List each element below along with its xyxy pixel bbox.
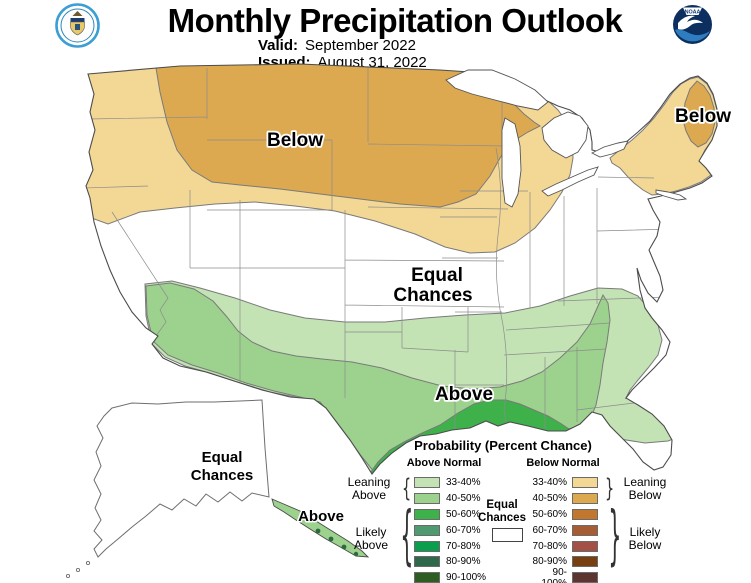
- legend-equal-chances-label: Equal Chances: [478, 499, 526, 524]
- brace-likely-above: {: [400, 498, 414, 574]
- legend-above-header: Above Normal: [406, 457, 482, 469]
- legend-range-label: 50-60%: [532, 508, 567, 520]
- legend-range-label: 60-70%: [446, 524, 481, 536]
- page-title: Monthly Precipitation Outlook: [167, 2, 623, 39]
- brace-likely-below: }: [608, 498, 622, 574]
- legend-range-label: 60-70%: [532, 524, 567, 536]
- legend-swatch-below-60-70: [572, 524, 598, 536]
- legend-group-leaning-above: Leaning Above: [347, 475, 391, 502]
- alaska-island-speck: [353, 551, 359, 557]
- lake-ontario: [590, 140, 629, 158]
- legend-swatch-above-33-40: [414, 477, 440, 489]
- legend-range-label: 40-50%: [446, 493, 481, 505]
- seal-shield-chief: [70, 18, 85, 22]
- label-below-northeast: Below: [675, 106, 731, 127]
- legend-group-likely-above: Likely Above: [353, 525, 389, 552]
- legend-row-above: 70-80%: [414, 538, 486, 554]
- legend-range-label: 70-80%: [446, 540, 481, 552]
- noaa-logo: NOAA: [673, 5, 712, 44]
- label-equal-chances-line1: Equal: [411, 265, 463, 286]
- legend-row-above: 33-40%: [414, 475, 486, 491]
- brace-leaning-above: {: [402, 473, 412, 503]
- legend-range-label: 70-80%: [532, 540, 567, 552]
- legend-swatch-above-80-90: [414, 556, 440, 568]
- legend-range-label: 90-100%: [446, 572, 487, 583]
- legend-range-label: 40-50%: [532, 493, 567, 505]
- legend-title: Probability (Percent Chance): [414, 438, 592, 453]
- legend-row-above: 40-50%: [414, 491, 486, 507]
- legend-range-label: 80-90%: [532, 556, 567, 568]
- noaa-seagull-icon: [678, 15, 703, 30]
- legend-range-label: 50-60%: [446, 508, 481, 520]
- legend-range-label: 33-40%: [532, 477, 567, 489]
- legend-swatch-below-40-50: [572, 493, 598, 505]
- aleutian-island: [75, 567, 81, 573]
- alaska-landmass: [93, 399, 270, 558]
- legend-swatch-below-80-90: [572, 556, 598, 568]
- legend-row-above: 90-100%: [414, 570, 486, 583]
- legend-row-above: 80-90%: [414, 554, 486, 570]
- legend-row-below: 33-40%: [527, 475, 598, 491]
- lake-erie: [541, 166, 599, 197]
- lake-michigan: [501, 117, 522, 208]
- region-below-40-50-maine: [682, 80, 716, 148]
- legend-row-below: 70-80%: [527, 538, 598, 554]
- legend-equal-chances-swatch: [492, 528, 523, 542]
- seal-shield-detail: [75, 24, 80, 30]
- lake-huron: [541, 111, 589, 159]
- noaa-lower-blue: [675, 29, 710, 42]
- legend-below-header: Below Normal: [526, 457, 600, 469]
- legend-range-label: 33-40%: [446, 477, 481, 489]
- label-equal-chances-line2: Chances: [393, 285, 472, 306]
- brace-leaning-below: }: [605, 473, 615, 503]
- valid-value: September 2022: [305, 37, 416, 54]
- valid-label: Valid:: [258, 37, 299, 54]
- lake-superior: [445, 69, 549, 111]
- legend-row-above: 50-60%: [414, 507, 486, 523]
- legend-below-column: 33-40% 40-50% 50-60% 60-70% 70-80% 80-90…: [527, 475, 598, 583]
- legend-swatch-above-40-50: [414, 493, 440, 505]
- alaska-island-speck: [315, 528, 321, 534]
- legend: Probability (Percent Chance) Above Norma…: [340, 434, 750, 583]
- legend-row-above: 60-70%: [414, 522, 486, 538]
- noaa-logo-text: NOAA: [685, 9, 701, 15]
- commerce-seal-logo: [55, 3, 100, 48]
- legend-row-below: 80-90%: [527, 554, 598, 570]
- legend-row-below: 50-60%: [527, 507, 598, 523]
- legend-group-likely-below: Likely Below: [628, 525, 662, 552]
- legend-swatch-above-70-80: [414, 540, 440, 552]
- seal-eagle-icon: [72, 11, 83, 16]
- legend-row-below: 40-50%: [527, 491, 598, 507]
- label-above-south: Above: [435, 384, 493, 405]
- aleutian-island: [85, 560, 91, 566]
- alaska-island-speck: [328, 536, 334, 542]
- legend-swatch-above-60-70: [414, 524, 440, 536]
- label-below-north: Below: [267, 130, 323, 151]
- legend-swatch-below-33-40: [572, 477, 598, 489]
- legend-row-below: 60-70%: [527, 522, 598, 538]
- alaska-island-speck: [341, 544, 347, 550]
- legend-above-column: 33-40% 40-50% 50-60% 60-70% 70-80% 80-90…: [414, 475, 486, 583]
- valid-line: Valid: September 2022: [258, 37, 427, 54]
- label-alaska-above: Above: [298, 508, 344, 525]
- label-alaska-equal-line1: Equal: [202, 449, 243, 466]
- legend-swatch-below-70-80: [572, 540, 598, 552]
- state-borders: [86, 66, 676, 431]
- noaa-top-wedge: [683, 7, 702, 15]
- legend-swatch-below-50-60: [572, 508, 598, 520]
- region-above-40-50-alaska: [271, 498, 370, 558]
- legend-row-below: 90-100%: [527, 566, 598, 583]
- legend-swatch-above-90-100: [414, 572, 440, 583]
- aleutian-island: [65, 573, 71, 579]
- legend-range-label: 80-90%: [446, 556, 481, 568]
- legend-swatch-below-90-100: [572, 572, 598, 583]
- long-island: [655, 189, 688, 201]
- conus-outline: [85, 63, 718, 475]
- legend-range-label: 90-100%: [541, 566, 567, 583]
- label-alaska-equal-line2: Chances: [191, 467, 254, 484]
- legend-group-leaning-below: Leaning Below: [623, 475, 667, 502]
- legend-swatch-above-50-60: [414, 508, 440, 520]
